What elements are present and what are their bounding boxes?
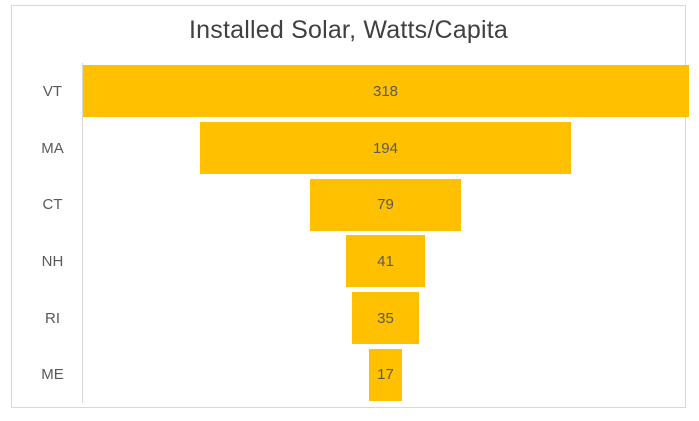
funnel-row: 17 (82, 346, 689, 403)
chart-title: Installed Solar, Watts/Capita (189, 16, 508, 44)
value-label: 17 (377, 366, 394, 384)
plot-area: 318 194 79 41 35 17 (82, 63, 689, 403)
chart-frame: VT MA CT NH RI ME 318 194 79 41 35 17 (11, 5, 689, 408)
vertical-axis-line (82, 63, 83, 403)
funnel-row: 79 (82, 176, 689, 233)
category-label: NH (41, 252, 64, 270)
funnel-row: 41 (82, 233, 689, 290)
funnel-row: 35 (82, 290, 689, 347)
category-label: VT (42, 82, 63, 100)
funnel-row: 194 (82, 120, 689, 177)
funnel-bar: 79 (310, 178, 461, 231)
value-label: 318 (372, 82, 399, 100)
category-label: ME (41, 366, 64, 384)
funnel-bar: 35 (352, 292, 419, 345)
category-label: MA (41, 139, 64, 157)
value-label: 194 (372, 139, 398, 157)
funnel-bar: 17 (369, 348, 402, 401)
funnel-bar: 41 (346, 235, 425, 288)
category-label: RI (45, 309, 60, 327)
category-axis: VT MA CT NH RI ME (23, 63, 82, 403)
funnel-bar: 318 (82, 65, 689, 118)
value-label: 79 (377, 196, 394, 214)
category-label: CT (42, 196, 63, 214)
value-label: 35 (377, 309, 394, 327)
funnel-bar: 194 (200, 122, 571, 174)
value-label: 41 (377, 252, 394, 270)
funnel-row: 318 (82, 63, 689, 120)
